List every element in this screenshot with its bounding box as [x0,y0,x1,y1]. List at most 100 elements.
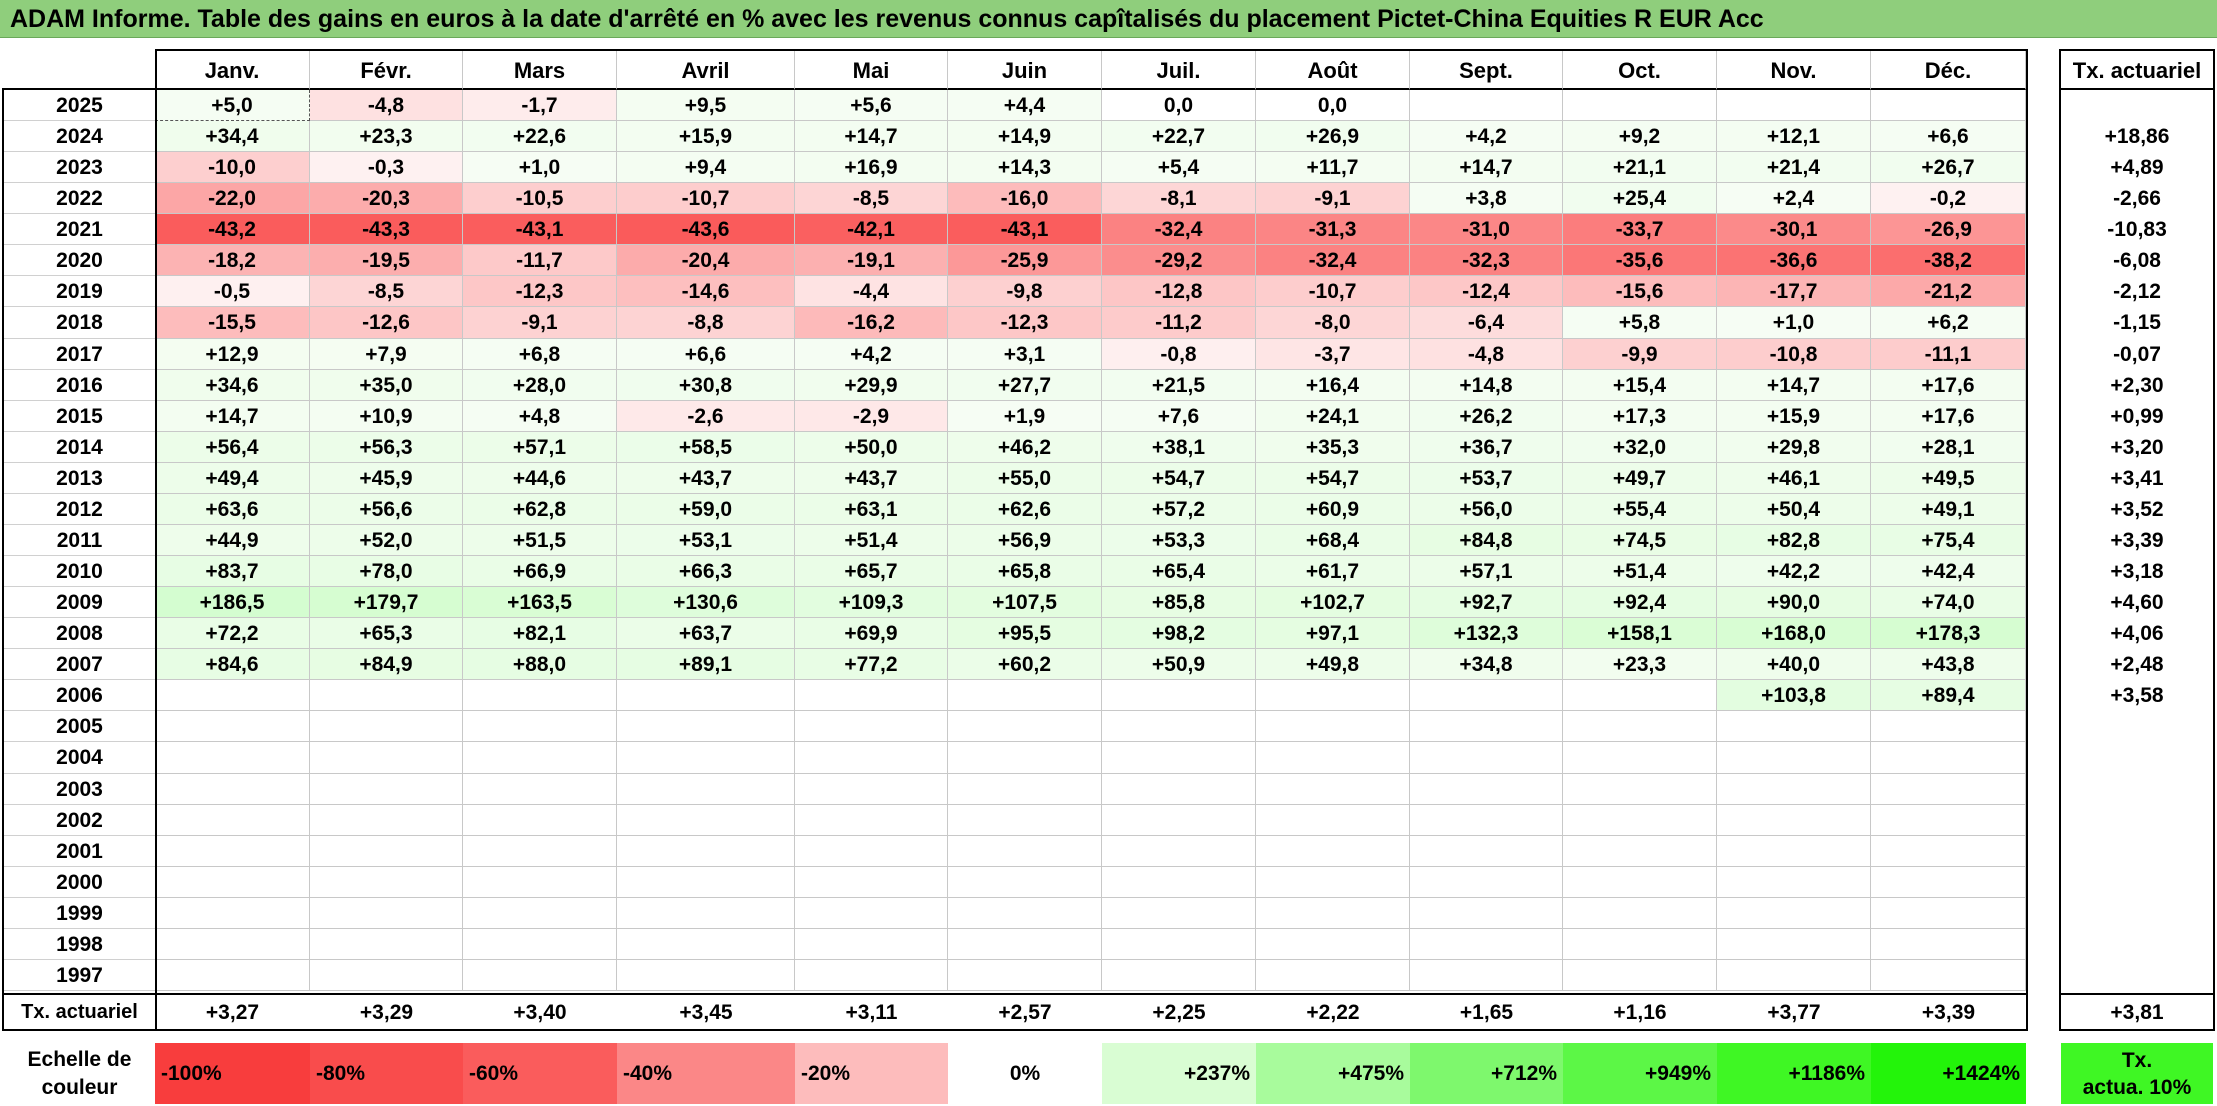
table-cell [1410,680,1563,711]
table-cell [1717,836,1871,867]
row-year: 2009 [4,587,155,618]
table-cell [1256,867,1410,898]
footer-cell: +3,77 [1767,1001,1821,1024]
table-cell: +2,4 [1717,183,1871,214]
table-cell: +55,4 [1563,494,1717,525]
table-cell [1717,90,1871,121]
footer-total: +3,81 [2110,1001,2164,1024]
table-cell: +40,0 [1717,649,1871,680]
table-cell: +4,4 [948,90,1102,121]
table-cell: +32,0 [1563,432,1717,463]
row-year: 2023 [4,152,155,183]
table-cell: -16,0 [948,183,1102,214]
row-year: 2010 [4,556,155,587]
table-cell: +51,4 [1563,556,1717,587]
table-cell: +9,4 [617,152,795,183]
table-cell: +57,1 [1410,556,1563,587]
table-cell: +50,4 [1717,494,1871,525]
table-cell: -19,5 [310,245,463,276]
table-cell: +50,0 [795,432,948,463]
table-cell: +22,7 [1102,121,1256,152]
table-cell [1256,960,1410,991]
table-cell: +28,0 [463,370,617,401]
row-tx: +2,48 [2110,653,2164,676]
table-cell [948,805,1102,836]
row-tx: -6,08 [2113,249,2161,272]
row-year: 2021 [4,214,155,245]
row-tx: -0,07 [2113,343,2161,366]
table-cell: +102,7 [1256,587,1410,618]
scale-label-line1: Echelle de [27,1047,132,1071]
table-cell [155,929,310,960]
table-cell: -30,1 [1717,214,1871,245]
footer-label: Tx. actuariel [21,1001,138,1023]
table-cell [310,898,463,929]
month-header: Oct. [1563,51,1717,90]
table-cell [1871,836,2026,867]
table-cell [463,898,617,929]
table-cell: +56,0 [1410,494,1563,525]
table-cell [1256,742,1410,774]
footer-cell: +3,29 [359,1001,414,1024]
table-cell [1563,774,1717,805]
row-year: 2024 [4,121,155,152]
table-cell: +60,2 [948,649,1102,680]
table-cell: +10,9 [310,401,463,432]
month-header: Févr. [310,51,463,90]
scale-swatch: 0% [948,1043,1102,1104]
table-cell [1410,711,1563,742]
table-cell [155,680,310,711]
table-cell: +28,1 [1871,432,2026,463]
table-cell: +85,8 [1102,587,1256,618]
table-cell: +89,4 [1871,680,2026,711]
table-cell: -19,1 [795,245,948,276]
table-cell: +63,7 [617,618,795,649]
footer-cell: +3,40 [513,1001,567,1024]
scale-tx-line1: Tx. [2121,1048,2153,1072]
table-cell: +24,1 [1256,401,1410,432]
table-cell: +46,2 [948,432,1102,463]
table-cell: +74,5 [1563,525,1717,556]
row-year: 1998 [4,929,155,960]
table-cell: +53,7 [1410,463,1563,494]
table-cell [1871,805,2026,836]
footer-cell: +3,45 [679,1001,733,1024]
scale-swatch: +1424% [1871,1043,2026,1104]
table-cell: +82,1 [463,618,617,649]
table-cell: +12,1 [1717,121,1871,152]
row-tx: +3,39 [2110,529,2164,552]
table-cell: +132,3 [1410,618,1563,649]
row-tx: -2,66 [2113,187,2161,210]
table-cell: +16,9 [795,152,948,183]
row-year: 2020 [4,245,155,276]
table-cell: +62,6 [948,494,1102,525]
table-cell: +43,7 [617,463,795,494]
table-cell [155,774,310,805]
table-cell [1410,960,1563,991]
table-cell: -9,1 [463,307,617,339]
table-cell: +84,6 [155,649,310,680]
table-cell: +69,9 [795,618,948,649]
table-cell [617,742,795,774]
table-cell [617,805,795,836]
table-cell: +16,4 [1256,370,1410,401]
row-tx: +3,52 [2110,498,2164,521]
footer-cell: +3,39 [1921,1001,1976,1024]
table-cell: -42,1 [795,214,948,245]
table-cell [1102,774,1256,805]
table-cell: +4,2 [795,339,948,370]
table-cell: +22,6 [463,121,617,152]
column-gap [2028,993,2059,995]
table-cell: -11,2 [1102,307,1256,339]
table-cell [617,867,795,898]
table-cell: -31,3 [1256,214,1410,245]
row-year: 2001 [4,836,155,867]
table-cell: -35,6 [1563,245,1717,276]
scale-swatch: +712% [1410,1043,1563,1104]
table-cell: +163,5 [463,587,617,618]
table-cell: -10,5 [463,183,617,214]
table-cell: +51,4 [795,525,948,556]
row-year: 2013 [4,463,155,494]
table-cell [795,898,948,929]
row-tx: +4,60 [2110,591,2164,614]
